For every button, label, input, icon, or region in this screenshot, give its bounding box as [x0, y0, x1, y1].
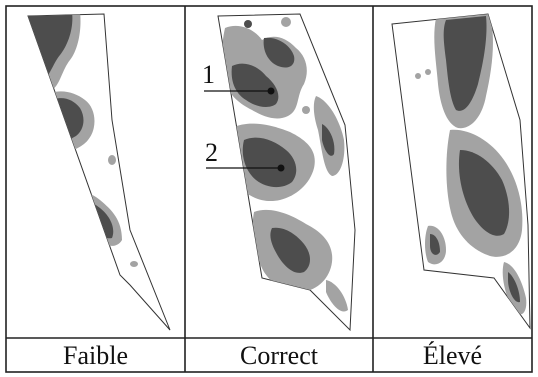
zone-dark	[231, 63, 279, 107]
zone-mid	[236, 202, 244, 210]
zone-dark	[458, 150, 510, 236]
marker-1-label: 1	[202, 60, 215, 89]
zone-dark	[270, 227, 310, 273]
zone-mid	[415, 73, 421, 79]
panel-correct-plot	[204, 13, 356, 332]
zone-mid	[108, 155, 116, 165]
zone-dark	[322, 124, 335, 156]
zone-dark	[443, 16, 487, 111]
panel-faible-plot	[27, 13, 171, 331]
caption-correct: Correct	[240, 341, 318, 370]
zone-mid	[425, 69, 431, 75]
zone-mid	[302, 106, 310, 114]
panel-eleve-plot	[391, 13, 531, 330]
zone-dark	[242, 137, 297, 188]
zone-mid	[281, 17, 291, 27]
zone-mid	[326, 280, 348, 312]
caption-faible: Faible	[63, 341, 128, 370]
zone-dark	[263, 37, 295, 68]
zone-dark	[430, 234, 440, 255]
marker-1-dot	[267, 87, 275, 95]
table-border	[5, 5, 533, 373]
caption-eleve: Élevé	[422, 341, 483, 370]
marker-2-dot	[277, 164, 285, 172]
zone-mid	[130, 261, 138, 267]
marker-2-label: 2	[205, 138, 218, 167]
zone-dark	[244, 20, 252, 28]
zone-dark	[508, 272, 520, 303]
